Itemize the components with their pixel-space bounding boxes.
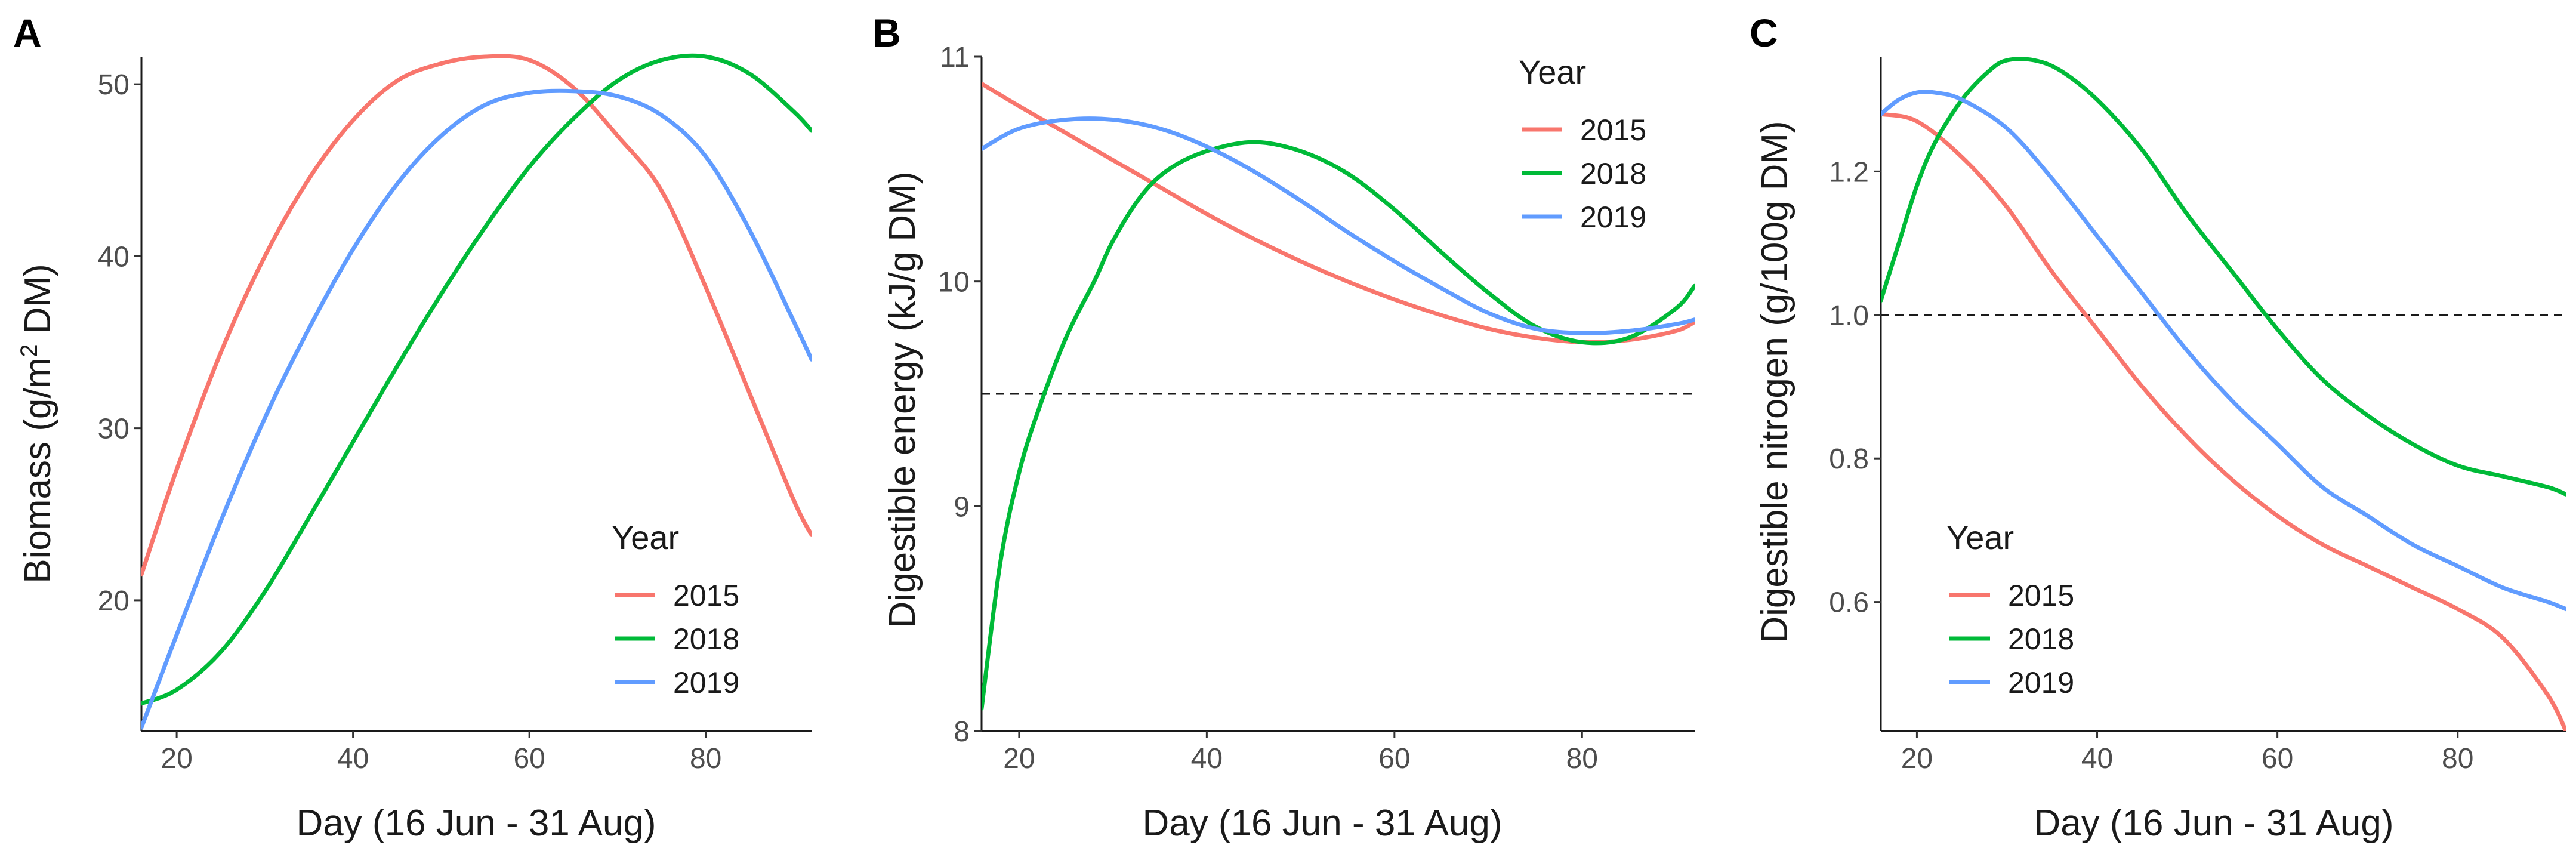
panel-a-xtick-label: 60 xyxy=(513,743,545,775)
panel-c-series-2019-line xyxy=(1881,90,2566,612)
panel-c-legend: Year 2015 2018 2019 xyxy=(1946,519,2074,699)
panel-a-ytick-label: 50 xyxy=(98,69,129,101)
panel-b-xtick-label: 80 xyxy=(1566,743,1598,775)
panel-b-plot: 8 9 10 11 20 40 60 80 xyxy=(938,42,1695,775)
panel-a-series-2018-line xyxy=(141,53,812,706)
panel-a-ytick-label: 40 xyxy=(98,241,129,273)
panel-b-ytick-label: 8 xyxy=(954,716,970,748)
panel-c: C 0.6 0.8 1.0 1.2 20 40 60 80 Digestible nitrog… xyxy=(1750,11,2566,844)
panel-b-xtick-label: 40 xyxy=(1191,743,1223,775)
panel-a-xtick-label: 40 xyxy=(337,743,369,775)
panel-c-xtick-label: 40 xyxy=(2081,743,2113,775)
panel-c-xlabel: Day (16 Jun - 31 Aug) xyxy=(2034,803,2393,844)
panel-c-ytick-label: 1.2 xyxy=(1829,156,1869,188)
panel-c-ytick-label: 1.0 xyxy=(1829,300,1869,332)
panel-a-legend-title: Year xyxy=(612,519,679,556)
panel-a-xtick-label: 80 xyxy=(690,743,721,775)
panel-a-series-2015-line xyxy=(141,54,812,577)
panel-c-series-2015-line xyxy=(1881,112,2566,731)
panel-b-xtick-label: 20 xyxy=(1003,743,1035,775)
panel-a-xtick-label: 20 xyxy=(161,743,192,775)
panel-a-ylabel: Biomass (g/m2 DM) xyxy=(16,264,58,584)
panel-c-ytick-label: 0.8 xyxy=(1829,443,1869,475)
panel-b-legend-title: Year xyxy=(1519,53,1586,91)
panel-a-xlabel: Day (16 Jun - 31 Aug) xyxy=(296,803,656,844)
panel-a-ytick-label: 30 xyxy=(98,414,129,445)
panel-c-ytick-label: 0.6 xyxy=(1829,587,1869,619)
panel-c-legend-title: Year xyxy=(1946,519,2014,556)
panel-label-b: B xyxy=(872,11,901,55)
panel-c-ylabel: Digestible nitrogen (g/100g DM) xyxy=(1754,121,1796,643)
panel-a-legend-label-2019: 2019 xyxy=(673,666,739,699)
panel-c-legend-label-2019: 2019 xyxy=(2008,666,2074,699)
panel-c-legend-label-2015: 2015 xyxy=(2008,579,2074,612)
panel-b-legend-label-2018: 2018 xyxy=(1580,157,1646,190)
panel-c-xtick-label: 80 xyxy=(2442,743,2473,775)
panel-b-ytick-label: 11 xyxy=(940,42,970,73)
panel-c-legend-label-2018: 2018 xyxy=(2008,622,2074,656)
panel-b-legend-label-2015: 2015 xyxy=(1580,113,1646,147)
panel-a-legend-label-2015: 2015 xyxy=(673,579,739,612)
panel-label-a: A xyxy=(13,11,42,55)
panel-b-ytick-label: 9 xyxy=(954,491,970,523)
panel-b: B 8 9 10 11 20 40 60 80 Digestible energy (kJ/g… xyxy=(872,11,1695,844)
panel-b-ytick-label: 10 xyxy=(938,267,970,298)
panel-b-series-2019-line xyxy=(982,116,1695,335)
panel-a-series-2019-line xyxy=(141,88,812,730)
panel-c-plot: 0.6 0.8 1.0 1.2 20 40 60 80 xyxy=(1829,57,2566,775)
panel-c-xtick-label: 20 xyxy=(1901,743,1933,775)
panel-b-legend-label-2019: 2019 xyxy=(1580,201,1646,234)
panel-b-legend: Year 2015 2018 2019 xyxy=(1519,53,1646,234)
panel-b-xlabel: Day (16 Jun - 31 Aug) xyxy=(1142,803,1502,844)
panel-a-plot: 20 30 40 50 20 40 60 80 xyxy=(98,53,812,775)
panel-b-ylabel: Digestible energy (kJ/g DM) xyxy=(882,172,923,628)
panel-a-legend: Year 2015 2018 2019 xyxy=(612,519,739,699)
panel-a: A 20 30 40 50 20 40 60 80 Biomass (g/m2 DM) Day… xyxy=(13,11,812,844)
panel-c-series-2018-line xyxy=(1881,57,2566,497)
panel-a-legend-label-2018: 2018 xyxy=(673,622,739,656)
panel-c-xtick-label: 60 xyxy=(2262,743,2293,775)
panel-b-xtick-label: 60 xyxy=(1378,743,1410,775)
panel-label-c: C xyxy=(1750,11,1778,55)
panel-a-ytick-label: 20 xyxy=(98,585,129,617)
